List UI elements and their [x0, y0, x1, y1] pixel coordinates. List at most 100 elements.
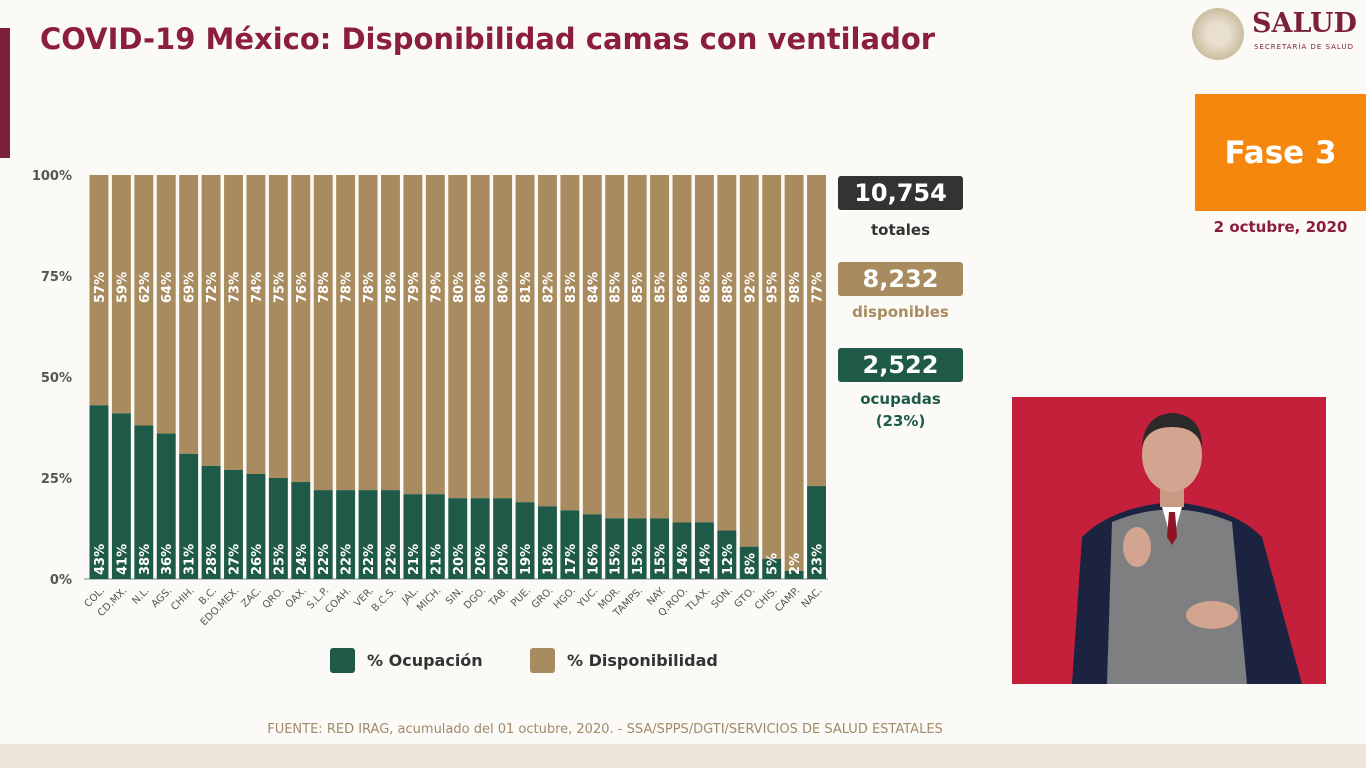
- bar-disponibilidad: [111, 175, 131, 414]
- data-label-disponibilidad: 82%: [541, 272, 556, 303]
- bar-disponibilidad: [89, 175, 109, 406]
- data-label-ocupacion: 20%: [452, 544, 467, 575]
- occupied-pct: (23%): [875, 412, 926, 430]
- bar-disponibilidad: [358, 175, 378, 491]
- x-tick-label: DGO.: [462, 585, 488, 611]
- data-label-disponibilidad: 80%: [497, 272, 512, 303]
- bar-disponibilidad: [291, 175, 311, 483]
- data-label-ocupacion: 12%: [721, 544, 736, 575]
- data-label-disponibilidad: 78%: [362, 272, 377, 303]
- x-tick-label: N.L.: [130, 585, 152, 607]
- source-footer: FUENTE: RED IRAG, acumulado del 01 octub…: [267, 722, 943, 737]
- legend-available: % Disponibilidad: [530, 648, 718, 673]
- data-label-disponibilidad: 85%: [631, 272, 646, 303]
- bar-ocupacion: [605, 518, 625, 579]
- bar-disponibilidad: [493, 175, 513, 499]
- bar-disponibilidad: [268, 175, 288, 478]
- data-label-ocupacion: 22%: [362, 544, 377, 575]
- total-value: 10,754: [838, 176, 963, 210]
- bar-disponibilidad: [582, 175, 602, 515]
- bar-disponibilidad: [425, 175, 445, 495]
- bar-ocupacion: [470, 498, 490, 579]
- x-tick-label: ZAC.: [240, 585, 265, 610]
- bar-ocupacion: [111, 413, 131, 579]
- data-label-ocupacion: 18%: [541, 544, 556, 575]
- data-label-ocupacion: 15%: [609, 544, 624, 575]
- bar-ocupacion: [627, 518, 647, 579]
- legend-label-available: % Disponibilidad: [567, 651, 718, 670]
- page-title: COVID-19 México: Disponibilidad camas co…: [40, 22, 936, 56]
- data-label-ocupacion: 22%: [340, 544, 355, 575]
- data-label-disponibilidad: 62%: [138, 272, 153, 303]
- y-tick-label: 50%: [41, 371, 72, 386]
- bar-ocupacion: [134, 425, 154, 579]
- legend-label-occupied: % Ocupación: [367, 651, 483, 670]
- data-label-disponibilidad: 79%: [429, 272, 444, 303]
- total-label: totales: [870, 221, 930, 239]
- data-label-disponibilidad: 80%: [452, 272, 467, 303]
- data-label-ocupacion: 31%: [183, 544, 198, 575]
- bar-disponibilidad: [739, 175, 759, 547]
- bar-disponibilidad: [336, 175, 356, 491]
- logo-text: SALUD: [1252, 8, 1357, 39]
- data-label-disponibilidad: 59%: [115, 272, 130, 303]
- bar-disponibilidad: [313, 175, 333, 491]
- bar-disponibilidad: [694, 175, 714, 523]
- bar-disponibilidad: [515, 175, 535, 503]
- data-label-disponibilidad: 88%: [721, 272, 736, 303]
- bar-disponibilidad: [605, 175, 625, 519]
- bar-disponibilidad: [627, 175, 647, 519]
- occupied-value: 2,522: [838, 348, 963, 382]
- data-label-disponibilidad: 95%: [766, 272, 781, 303]
- legend-swatch-occupied: [330, 648, 355, 673]
- legend-swatch-available: [530, 648, 555, 673]
- data-label-disponibilidad: 98%: [788, 272, 803, 303]
- data-label-ocupacion: 20%: [474, 544, 489, 575]
- bar-ocupacion: [268, 478, 288, 579]
- x-tick-label: YUC.: [575, 585, 600, 610]
- x-tick-label: CAMP.: [773, 585, 802, 614]
- bar-ocupacion: [762, 558, 782, 579]
- bar-disponibilidad: [470, 175, 490, 499]
- bar-ocupacion: [694, 522, 714, 579]
- data-label-ocupacion: 21%: [429, 544, 444, 575]
- logo-subtext: SECRETARÍA DE SALUD: [1254, 43, 1354, 51]
- phase-badge: Fase 3: [1195, 94, 1366, 211]
- bar-disponibilidad: [762, 175, 782, 559]
- data-label-ocupacion: 14%: [698, 544, 713, 575]
- bar-ocupacion: [425, 494, 445, 579]
- data-label-disponibilidad: 79%: [407, 272, 422, 303]
- data-label-disponibilidad: 78%: [317, 272, 332, 303]
- bar-ocupacion: [537, 506, 557, 579]
- y-tick-label: 75%: [41, 270, 72, 285]
- bar-disponibilidad: [717, 175, 737, 531]
- bar-ocupacion: [336, 490, 356, 579]
- x-tick-label: SON.: [710, 585, 735, 610]
- data-label-ocupacion: 28%: [205, 544, 220, 575]
- data-label-ocupacion: 20%: [497, 544, 512, 575]
- bar-disponibilidad: [246, 175, 266, 474]
- bar-disponibilidad: [381, 175, 400, 491]
- bar-disponibilidad: [134, 175, 154, 426]
- data-label-ocupacion: 26%: [250, 544, 265, 575]
- data-label-ocupacion: 19%: [519, 544, 534, 575]
- data-label-ocupacion: 5%: [766, 553, 781, 575]
- bar-ocupacion: [784, 570, 804, 579]
- data-label-disponibilidad: 81%: [519, 272, 534, 303]
- data-label-disponibilidad: 80%: [474, 272, 489, 303]
- interpreter-figure: [1072, 413, 1302, 684]
- data-label-disponibilidad: 64%: [160, 272, 175, 303]
- accent-bar: [0, 28, 10, 158]
- data-label-disponibilidad: 78%: [384, 272, 399, 303]
- data-label-disponibilidad: 84%: [586, 272, 601, 303]
- bar-ocupacion: [515, 502, 535, 579]
- data-label-ocupacion: 22%: [317, 544, 332, 575]
- x-tick-label: MICH.: [415, 585, 443, 613]
- bar-disponibilidad: [537, 175, 557, 507]
- bar-ocupacion: [156, 433, 176, 579]
- bar-disponibilidad: [179, 175, 199, 454]
- x-tick-label: HGO.: [552, 585, 578, 611]
- data-label-ocupacion: 21%: [407, 544, 422, 575]
- data-label-disponibilidad: 72%: [205, 272, 220, 303]
- data-label-ocupacion: 8%: [743, 553, 758, 575]
